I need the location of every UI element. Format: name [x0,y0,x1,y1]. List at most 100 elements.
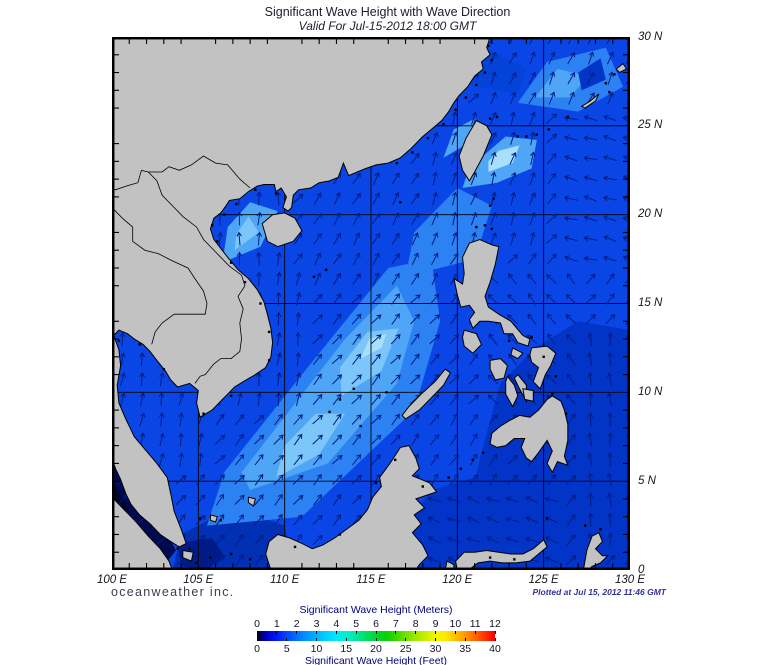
wave-direction-arrow [446,496,461,503]
oceanweather-branding: oceanweather inc. [111,585,235,599]
wave-direction-arrow [606,492,613,507]
wave-direction-arrow [583,175,598,182]
wave-direction-arrow [352,172,361,185]
wave-direction-arrow [564,175,578,182]
wave-direction-arrow [351,394,363,405]
wave-direction-arrow [255,251,262,266]
wave-direction-arrow [603,155,617,161]
wave-direction-arrow [546,153,557,164]
wave-direction-arrow [370,434,382,445]
wave-direction-arrow [253,514,265,525]
wave-direction-arrow [214,555,226,566]
wave-direction-arrow [312,393,323,405]
y-axis-label: 25 N [638,119,663,132]
wave-direction-arrow [547,333,556,345]
wave-direction-arrow [547,172,556,185]
legend-meter-tick: 3 [313,618,320,630]
wave-direction-arrow [312,293,323,305]
wave-direction-arrow [602,255,617,262]
wave-direction-arrow [447,536,461,543]
wave-direction-arrow [314,252,322,266]
x-axis-label: 100 E [96,574,128,586]
wave-direction-arrow [332,334,343,345]
wave-direction-arrow [544,556,558,564]
wave-direction-arrow [275,392,282,407]
wave-direction-arrow [585,273,596,285]
wave-direction-arrow [410,333,420,345]
wave-direction-arrow [507,454,519,465]
wave-direction-arrow [372,252,380,266]
wave-direction-arrow [427,556,441,563]
wave-direction-arrow [120,352,126,366]
wave-direction-arrow [605,554,616,566]
wave-direction-arrow [607,412,613,427]
legend-meter-tick: 9 [432,618,439,630]
wave-direction-arrow [431,212,439,226]
legend-meter-tick: 11 [469,618,481,630]
wave-direction-arrow [587,412,594,427]
wave-direction-arrow [469,433,478,446]
wave-direction-arrow [451,231,458,246]
wave-direction-arrow [469,353,478,365]
wave-direction-arrow [196,554,205,566]
wave-direction-arrow [293,454,303,466]
wave-direction-arrow [409,294,421,304]
wave-direction-arrow [508,71,517,85]
wave-direction-arrow [583,235,598,242]
wave-direction-arrow [566,273,576,285]
wave-direction-arrow [546,234,558,244]
wave-direction-arrow [583,135,598,141]
wave-direction-arrow [332,513,342,526]
wave-direction-arrow [528,71,536,85]
wave-direction-arrow [588,51,595,65]
wave-direction-arrow [410,172,420,185]
wave-direction-arrow [234,474,245,485]
wave-direction-arrow [432,191,439,206]
wave-direction-arrow [333,192,341,206]
wave-direction-arrow [510,231,517,246]
wave-direction-arrow [468,374,479,385]
wave-direction-arrow [565,314,577,324]
wave-direction-arrow [410,413,420,426]
wave-direction-arrow [313,192,322,205]
wave-direction-arrow [333,272,341,285]
wave-direction-arrow [256,231,263,246]
legend-feet-tick: 0 [254,643,260,655]
wave-direction-arrow [276,372,282,387]
wave-direction-arrow [313,232,322,245]
wave-direction-arrow [607,532,614,547]
chart-subtitle: Valid For Jul-15-2012 18:00 GMT [298,19,477,33]
wave-direction-arrow [509,171,517,185]
wave-direction-arrow [371,373,381,386]
wave-direction-arrow [524,536,539,543]
wave-direction-arrow [606,51,614,65]
wave-direction-arrow [430,293,440,305]
wave-direction-arrow [546,133,558,144]
wave-direction-arrow [253,414,265,425]
wave-direction-arrow [331,454,343,465]
x-axis-label: 105 E [183,574,214,586]
x-axis-label: 125 E [528,574,559,586]
wave-direction-arrow [587,492,594,507]
wave-direction-arrow [195,494,206,506]
wave-direction-arrow [529,211,536,226]
wave-direction-arrow [215,413,225,426]
wave-direction-arrow [605,273,615,285]
wave-direction-arrow [332,474,343,485]
wave-direction-arrow [432,171,438,186]
x-axis-label: 110 E [270,574,300,586]
wave-direction-arrow [564,255,578,262]
wave-direction-arrow [583,155,598,162]
wave-direction-arrow [509,91,517,105]
wave-direction-arrow [352,333,361,345]
y-axis-label: 15 N [638,297,663,309]
legend-meter-tick: 5 [353,618,360,630]
wave-direction-arrow [235,514,245,526]
wave-direction-arrow [312,414,323,425]
wave-direction-arrow [410,374,421,385]
wave-direction-arrow [587,372,594,387]
wave-direction-arrow [352,453,362,466]
wave-direction-arrow [332,493,342,506]
wave-direction-arrow [431,232,439,246]
wave-direction-arrow [333,232,341,245]
